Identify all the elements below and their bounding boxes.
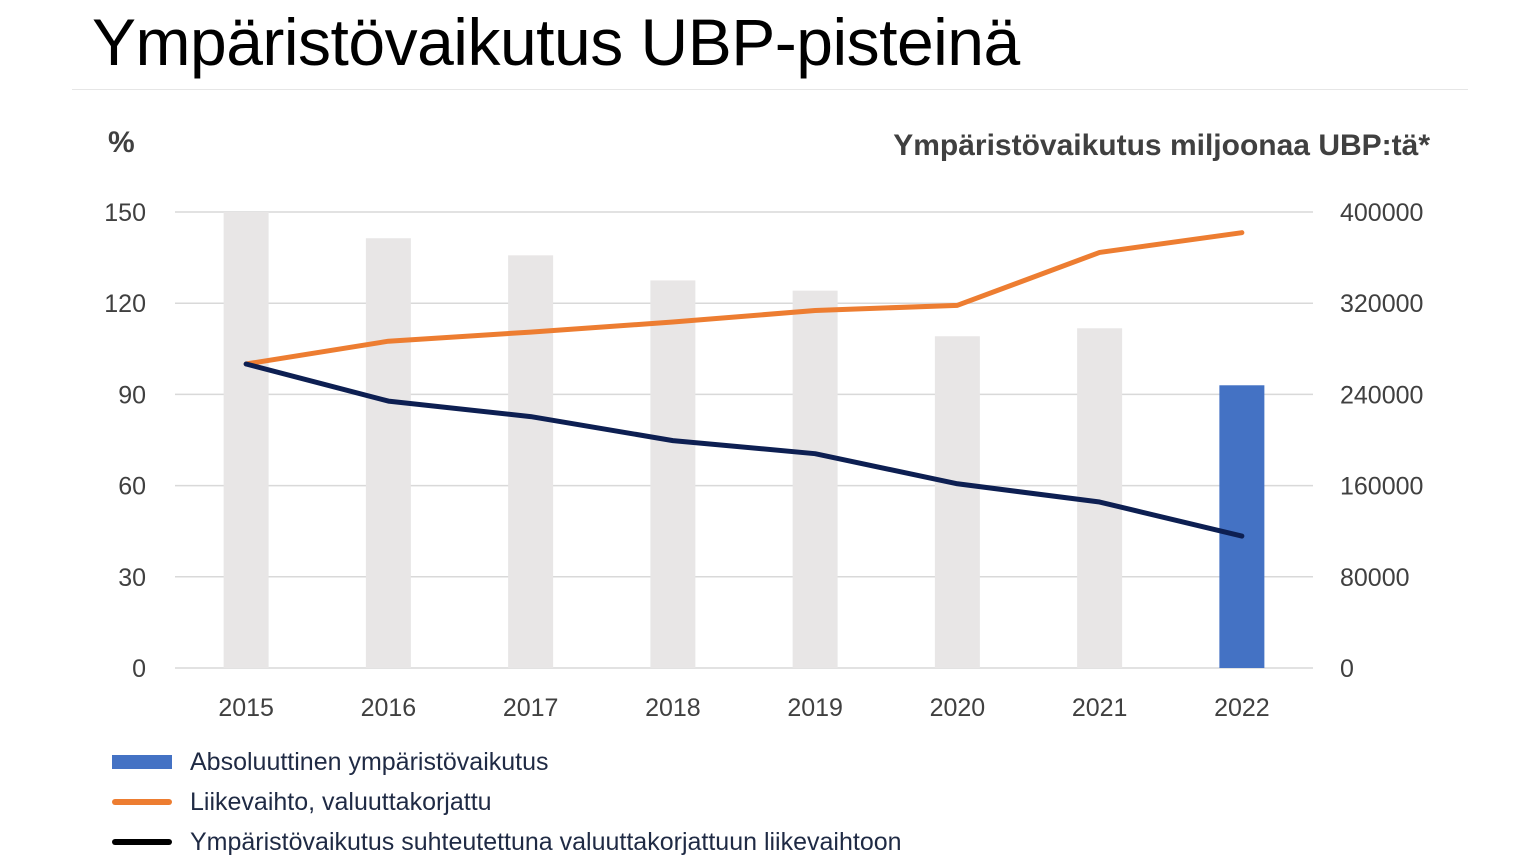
y-right-tick-label: 80000 bbox=[1340, 564, 1410, 592]
bar bbox=[1219, 385, 1265, 668]
bar bbox=[650, 280, 696, 668]
y-left-tick-label: 60 bbox=[118, 473, 146, 501]
right-axis-unit: Ympäristövaikutus miljoonaa UBP:tä* bbox=[893, 129, 1430, 162]
x-tick-label: 2017 bbox=[503, 694, 559, 722]
legend-label: Ympäristövaikutus suhteutettuna valuutta… bbox=[190, 827, 902, 856]
x-tick-label: 2021 bbox=[1072, 694, 1128, 722]
x-tick-label: 2020 bbox=[930, 694, 986, 722]
x-tick-label: 2015 bbox=[218, 694, 274, 722]
y-right-tick-label: 320000 bbox=[1340, 290, 1423, 318]
legend-label: Liikevaihto, valuuttakorjattu bbox=[190, 787, 492, 816]
x-tick-label: 2016 bbox=[361, 694, 417, 722]
legend-item-absolute: Absoluuttinen ympäristövaikutus bbox=[112, 742, 902, 782]
y-right-tick-label: 240000 bbox=[1340, 381, 1423, 409]
legend-item-revenue: Liikevaihto, valuuttakorjattu bbox=[112, 782, 902, 822]
y-left-tick-label: 90 bbox=[118, 381, 146, 409]
series-line-relative bbox=[243, 361, 1245, 539]
tick-labels: 0 0 30 80000 60 160000 90 240000 120 320000 150 400… bbox=[104, 199, 1423, 722]
legend-swatch-line bbox=[112, 839, 172, 845]
bar bbox=[934, 336, 980, 668]
bar bbox=[223, 212, 269, 668]
x-tick-label: 2019 bbox=[787, 694, 843, 722]
page-title: Ympäristövaikutus UBP-pisteinä bbox=[92, 5, 1020, 79]
y-left-tick-label: 30 bbox=[118, 564, 146, 592]
bar bbox=[508, 255, 554, 668]
legend-swatch-line bbox=[112, 799, 172, 805]
left-axis-unit: % bbox=[108, 126, 135, 159]
y-right-tick-label: 0 bbox=[1340, 655, 1354, 683]
combo-chart: 0 0 30 80000 60 160000 90 240000 120 320000 150 400… bbox=[104, 199, 1423, 722]
y-left-tick-label: 120 bbox=[104, 290, 146, 318]
series-line-revenue bbox=[243, 230, 1245, 367]
y-left-tick-label: 150 bbox=[104, 199, 146, 227]
bar bbox=[365, 238, 411, 668]
bar-series bbox=[223, 212, 1265, 668]
line-series bbox=[243, 230, 1245, 539]
y-right-tick-label: 400000 bbox=[1340, 199, 1423, 227]
legend: Absoluuttinen ympäristövaikutus Liikevai… bbox=[112, 742, 902, 862]
y-right-tick-label: 160000 bbox=[1340, 473, 1423, 501]
legend-swatch-bar bbox=[112, 755, 172, 769]
x-tick-label: 2022 bbox=[1214, 694, 1270, 722]
y-left-tick-label: 0 bbox=[132, 655, 146, 683]
legend-label: Absoluuttinen ympäristövaikutus bbox=[190, 747, 549, 776]
title-divider bbox=[72, 89, 1468, 90]
gridlines bbox=[175, 211, 1313, 669]
legend-item-relative: Ympäristövaikutus suhteutettuna valuutta… bbox=[112, 822, 902, 862]
bar bbox=[792, 290, 838, 668]
x-tick-label: 2018 bbox=[645, 694, 701, 722]
